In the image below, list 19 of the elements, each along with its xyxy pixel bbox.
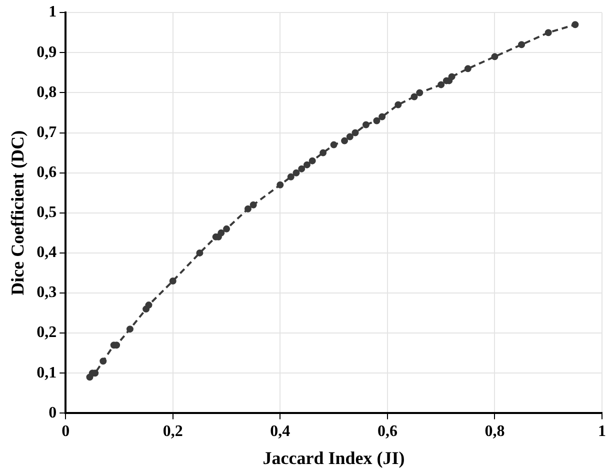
y-tick-label: 0,1	[36, 364, 57, 382]
x-tick-label: 0,2	[162, 422, 183, 440]
y-tick-label: 0,4	[36, 244, 57, 262]
y-tick-label: 0	[48, 404, 57, 422]
y-tick-label: 0,5	[36, 204, 57, 222]
y-axis-title: Dice Coefficient (DC)	[7, 130, 28, 296]
y-tick-label: 0,3	[36, 284, 57, 302]
x-tick-label: 1	[598, 422, 606, 440]
y-tick-label: 0,7	[36, 124, 57, 141]
y-tick-label: 0,2	[36, 324, 57, 342]
x-tick-label: 0,6	[377, 422, 398, 440]
x-axis-title: Jaccard Index (JI)	[262, 448, 405, 468]
y-tick-label: 0,9	[36, 44, 57, 61]
x-tick-label: 0,4	[270, 422, 290, 440]
y-tick-label: 1	[48, 4, 57, 21]
x-tick-label: 0	[62, 422, 70, 440]
y-tick-label: 0,8	[36, 84, 57, 101]
x-tick-label: 0,8	[484, 422, 505, 440]
y-tick-label: 0,6	[36, 164, 57, 181]
